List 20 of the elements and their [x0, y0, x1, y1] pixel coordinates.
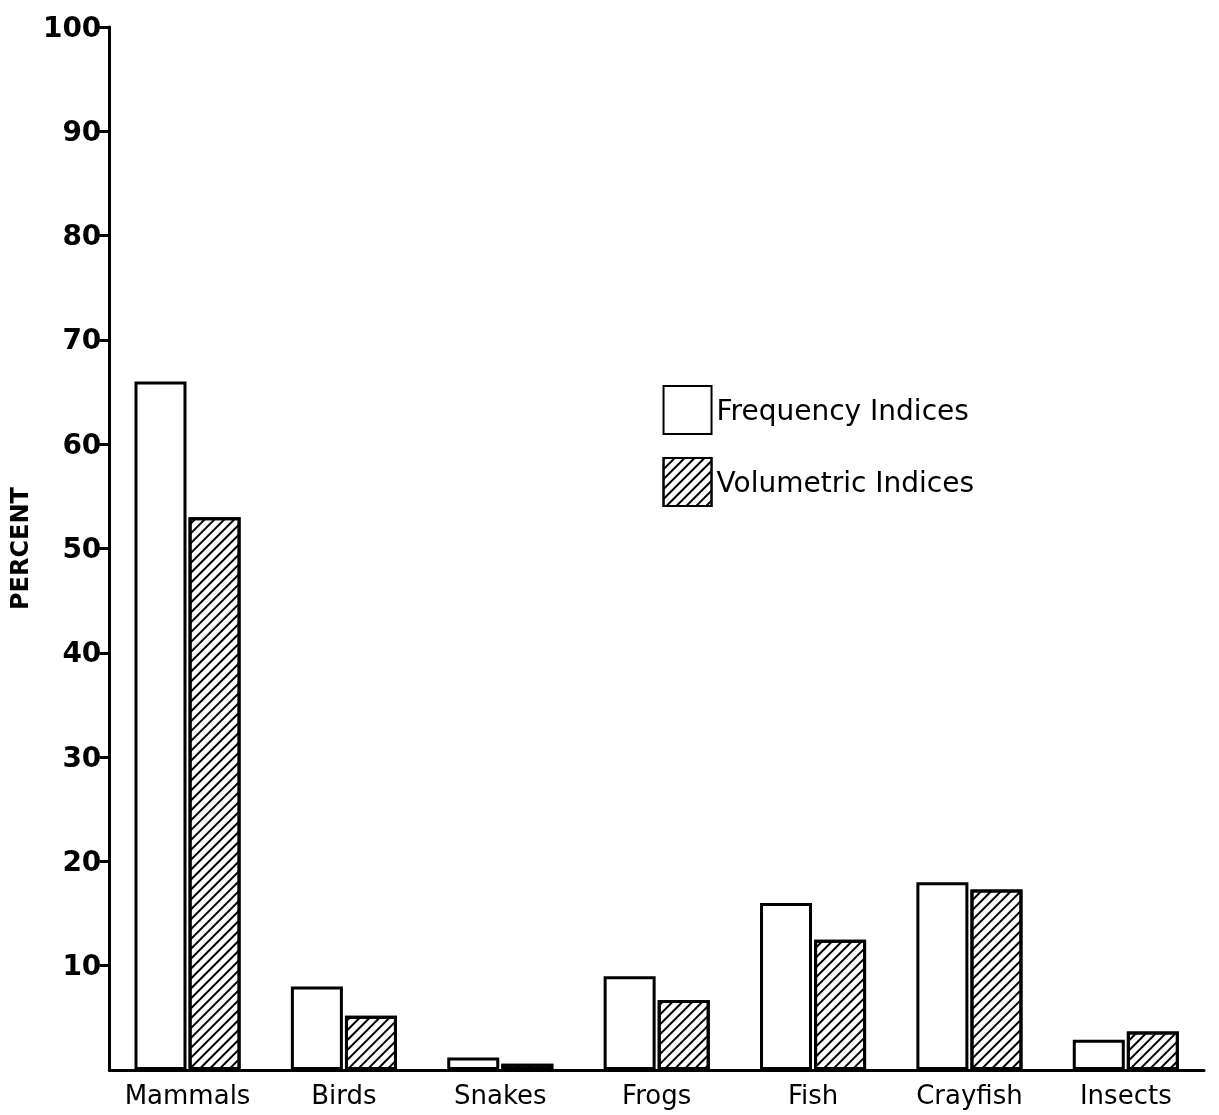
- y-tick-label: 40: [62, 636, 102, 670]
- y-tick-label: 30: [62, 740, 102, 774]
- y-tick-label: 70: [62, 323, 102, 357]
- x-tick-label: Frogs: [622, 1080, 692, 1110]
- y-tick-label: 100: [42, 10, 102, 44]
- y-tick-label: 90: [62, 114, 102, 148]
- y-tick-label: 20: [62, 844, 102, 878]
- x-tick-label: Birds: [311, 1080, 377, 1110]
- legend-label: Volumetric Indices: [716, 465, 974, 499]
- x-tick-label: Crayfish: [916, 1080, 1023, 1110]
- y-axis-title: PERCENT: [6, 486, 34, 610]
- y-tick-label: 60: [62, 427, 102, 461]
- x-tick-label: Fish: [787, 1080, 839, 1110]
- x-tick-label: Snakes: [454, 1080, 547, 1110]
- legend-label: Frequency Indices: [716, 393, 969, 427]
- x-tick-label: Mammals: [124, 1080, 251, 1110]
- y-tick-label: 50: [62, 532, 102, 565]
- x-tick-label: Insects: [1079, 1080, 1172, 1110]
- y-tick-label: 80: [62, 219, 102, 253]
- y-tick-label: 10: [62, 949, 102, 983]
